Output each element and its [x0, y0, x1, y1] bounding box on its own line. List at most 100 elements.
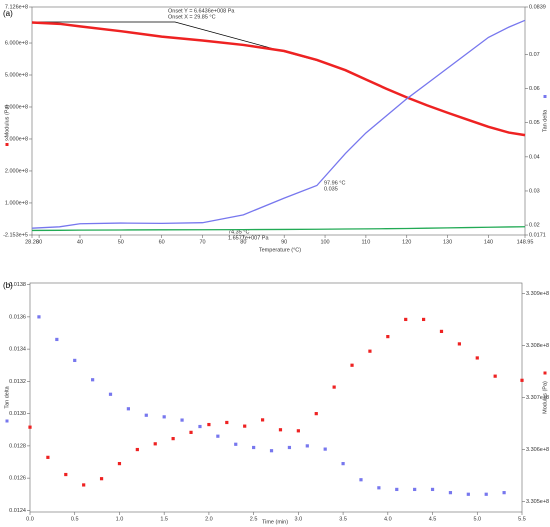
data-point — [466, 492, 470, 496]
x-axis-title: Time (min) — [262, 519, 288, 525]
annotation: 74.35 °C — [228, 229, 249, 235]
panel-label: (a) — [3, 9, 13, 18]
legend-marker — [543, 95, 547, 98]
data-point — [413, 487, 417, 492]
data-point — [323, 447, 327, 451]
data-point — [278, 428, 283, 432]
y2-tick-label: 0.05 — [529, 120, 540, 126]
series-line — [31, 19, 526, 229]
y-tick-label: 2.000e+8 — [5, 168, 28, 174]
data-point — [314, 412, 318, 416]
annotation: 97.96 °C — [324, 180, 345, 186]
y2-tick-label: 0.03 — [529, 188, 540, 194]
plot-frame — [31, 6, 526, 236]
onset-tangent — [32, 21, 323, 63]
data-point — [350, 363, 354, 367]
data-point — [287, 445, 292, 450]
y-tick-label: 0.0134 — [9, 347, 26, 353]
data-point — [296, 429, 300, 433]
data-point — [359, 478, 363, 482]
data-point — [377, 486, 381, 490]
x-tick-label: 4.5 — [429, 516, 437, 522]
data-point — [475, 356, 479, 360]
y-tick-label: 3.000e+8 — [5, 136, 28, 142]
y2-tick-label: 0.02 — [529, 223, 540, 229]
y-tick-label: 0.0138 — [9, 282, 26, 288]
data-point — [225, 420, 229, 425]
data-point — [37, 315, 41, 319]
x-tick-label: 60 — [159, 239, 165, 245]
data-point — [252, 445, 256, 450]
y2-tick-label: 3.308e+8 — [526, 343, 549, 349]
y-tick-label: 0.0130 — [9, 411, 26, 417]
annotation: Onset Y = 6.6436e+008 Pa — [168, 8, 235, 14]
x-tick-label: 3.0 — [295, 516, 303, 522]
x-tick-label: 110 — [362, 239, 371, 245]
x-tick-label: 120 — [402, 239, 411, 245]
data-point — [341, 462, 345, 466]
y2-axis-title: Tan delta — [542, 109, 548, 132]
data-point — [332, 385, 336, 389]
data-point — [386, 335, 390, 339]
x-tick-label: 1.5 — [160, 516, 168, 522]
x-tick-label: 130 — [443, 239, 452, 245]
x-tick-label: 100 — [320, 239, 329, 245]
data-point — [269, 449, 274, 453]
annotation: Onset X = 29.85 °C — [168, 14, 216, 20]
data-point — [404, 317, 408, 322]
y-tick-label: 0.0136 — [9, 314, 26, 320]
x-tick-label: 148.95 — [517, 239, 534, 245]
data-point — [82, 483, 86, 487]
y2-tick-label: 0.0171 — [529, 232, 546, 238]
data-point — [448, 491, 453, 495]
series-line — [31, 21, 526, 137]
x-tick-label: 2.0 — [205, 516, 213, 522]
x-tick-label: 70 — [199, 239, 205, 245]
y-tick-label: 1.000e+8 — [5, 200, 28, 206]
data-point — [189, 430, 193, 434]
data-point — [180, 418, 184, 422]
y2-tick-label: 0.06 — [529, 86, 540, 92]
data-point — [153, 442, 157, 446]
data-point — [207, 422, 211, 427]
y-axis-title: Tan delta — [4, 385, 10, 408]
y2-tick-label: 0.0839 — [529, 4, 546, 10]
x-tick-label: 140 — [484, 239, 493, 245]
data-point — [198, 424, 202, 429]
x-tick-label: 5.0 — [473, 516, 481, 522]
y-tick-label: 0.0124 — [9, 508, 26, 514]
data-point — [73, 358, 77, 363]
data-point — [144, 413, 148, 417]
data-point — [171, 437, 175, 441]
y2-tick-label: 0.04 — [529, 154, 540, 160]
data-point — [46, 455, 50, 459]
x-axis-title: Temperature (°C) — [259, 247, 301, 253]
y2-tick-label: 3.309e+8 — [526, 291, 549, 297]
data-point — [457, 342, 461, 346]
legend-marker — [543, 371, 547, 375]
data-point — [99, 477, 104, 481]
data-point — [243, 424, 247, 428]
data-point — [493, 374, 497, 378]
x-tick-label: 40 — [77, 239, 83, 245]
series-line — [31, 226, 526, 232]
y-tick-label: -2.153e+5 — [3, 232, 28, 238]
data-point — [430, 487, 435, 492]
x-tick-label: 30 — [36, 239, 42, 245]
panel-label: (b) — [3, 281, 13, 290]
x-tick-label: 1.0 — [116, 516, 124, 522]
y-tick-label: 0.0126 — [9, 476, 26, 482]
y2-axis-title: Modulus (Pa) — [542, 381, 548, 414]
y-tick-label: 0.0132 — [9, 379, 26, 385]
x-tick-label: 0.0 — [26, 516, 34, 522]
data-point — [520, 378, 524, 382]
data-point — [108, 392, 113, 396]
legend-marker — [5, 143, 9, 146]
data-point — [305, 444, 309, 448]
y-tick-label: 0.0128 — [9, 443, 26, 449]
x-tick-label: 2.5 — [250, 516, 258, 522]
data-point — [502, 491, 506, 495]
data-point — [484, 492, 488, 496]
y-tick-label: 5.000e+8 — [5, 72, 28, 78]
